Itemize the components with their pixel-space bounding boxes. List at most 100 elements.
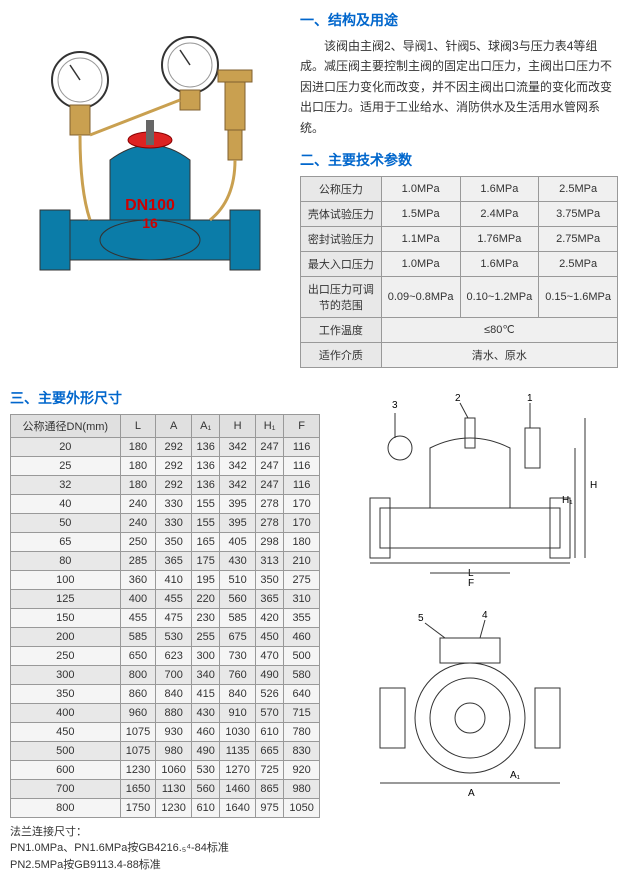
dim-cell: 455 — [156, 589, 192, 608]
dim-cell: 342 — [220, 456, 256, 475]
dim-cell: 880 — [156, 703, 192, 722]
dim-header: A₁ — [192, 414, 220, 437]
dim-cell: 610 — [192, 798, 220, 817]
dim-cell: 623 — [156, 646, 192, 665]
dimension-table: 公称通径DN(mm)LAA₁HH₁F 201802921363422471162… — [10, 414, 320, 818]
dim-cell: 300 — [192, 646, 220, 665]
dim-cell: 1050 — [284, 798, 320, 817]
dim-cell: 725 — [255, 760, 283, 779]
dim-cell: 170 — [284, 513, 320, 532]
dim-cell: 165 — [192, 532, 220, 551]
spec-cell: 清水、原水 — [381, 342, 617, 367]
dim-cell: 415 — [192, 684, 220, 703]
spec-cell: 1.5MPa — [381, 201, 460, 226]
dim-cell: 250 — [11, 646, 121, 665]
dim-cell: 292 — [156, 456, 192, 475]
svg-text:1: 1 — [527, 393, 533, 404]
dim-cell: 700 — [156, 665, 192, 684]
dim-cell: 830 — [284, 741, 320, 760]
dim-cell: 116 — [284, 456, 320, 475]
dim-cell: 292 — [156, 437, 192, 456]
dim-cell: 840 — [220, 684, 256, 703]
dim-cell: 530 — [192, 760, 220, 779]
dim-cell: 650 — [120, 646, 156, 665]
spec-cell: 1.6MPa — [460, 251, 539, 276]
spec-cell: 1.1MPa — [381, 226, 460, 251]
spec-table: 公称压力1.0MPa1.6MPa2.5MPa壳体试验压力1.5MPa2.4MPa… — [300, 176, 618, 368]
dim-cell: 155 — [192, 513, 220, 532]
dim-cell: 460 — [192, 722, 220, 741]
spec-cell: 3.75MPa — [539, 201, 618, 226]
svg-text:2: 2 — [455, 393, 461, 404]
dim-cell: 640 — [284, 684, 320, 703]
dim-cell: 1075 — [120, 722, 156, 741]
dim-cell: 500 — [11, 741, 121, 760]
dim-header: F — [284, 414, 320, 437]
dim-cell: 220 — [192, 589, 220, 608]
dim-cell: 230 — [192, 608, 220, 627]
dim-cell: 350 — [11, 684, 121, 703]
dim-header: H₁ — [255, 414, 283, 437]
spec-cell: 2.5MPa — [539, 251, 618, 276]
dim-cell: 430 — [220, 551, 256, 570]
dim-cell: 180 — [120, 437, 156, 456]
dim-cell: 1075 — [120, 741, 156, 760]
dim-cell: 1230 — [156, 798, 192, 817]
dim-cell: 840 — [156, 684, 192, 703]
dim-cell: 300 — [11, 665, 121, 684]
dim-cell: 116 — [284, 475, 320, 494]
product-marking: DN100 — [125, 197, 175, 214]
dim-cell: 80 — [11, 551, 121, 570]
dim-cell: 136 — [192, 475, 220, 494]
dim-cell: 125 — [11, 589, 121, 608]
dim-cell: 530 — [156, 627, 192, 646]
dim-cell: 1135 — [220, 741, 256, 760]
dim-header: L — [120, 414, 156, 437]
spec-label: 工作温度 — [301, 317, 382, 342]
svg-text:5: 5 — [418, 613, 424, 624]
dim-cell: 526 — [255, 684, 283, 703]
footnote: 法兰连接尺寸： PN1.0MPa、PN1.6MPa按GB4216.₅⁴-84标准… — [10, 824, 320, 874]
dim-cell: 155 — [192, 494, 220, 513]
dim-cell: 247 — [255, 475, 283, 494]
spec-cell: 1.6MPa — [460, 176, 539, 201]
dim-cell: 420 — [255, 608, 283, 627]
dim-cell: 455 — [120, 608, 156, 627]
dim-cell: 560 — [220, 589, 256, 608]
dim-cell: 920 — [284, 760, 320, 779]
dim-cell: 355 — [284, 608, 320, 627]
dim-cell: 342 — [220, 475, 256, 494]
dim-cell: 247 — [255, 456, 283, 475]
dim-cell: 600 — [11, 760, 121, 779]
dim-cell: 200 — [11, 627, 121, 646]
dim-cell: 405 — [220, 532, 256, 551]
diagram-1: 3 2 1 L F H H₁ — [330, 388, 610, 588]
svg-text:H: H — [590, 480, 597, 491]
spec-cell: 2.5MPa — [539, 176, 618, 201]
dim-cell: 240 — [120, 494, 156, 513]
dim-cell: 960 — [120, 703, 156, 722]
dim-cell: 610 — [255, 722, 283, 741]
dim-cell: 342 — [220, 437, 256, 456]
dim-cell: 136 — [192, 456, 220, 475]
dim-cell: 150 — [11, 608, 121, 627]
svg-text:H₁: H₁ — [562, 495, 573, 506]
dim-cell: 275 — [284, 570, 320, 589]
dim-cell: 860 — [120, 684, 156, 703]
spec-cell: 1.0MPa — [381, 251, 460, 276]
footnote-line3: PN2.5MPa按GB9113.4-88标准 — [10, 857, 320, 874]
dim-cell: 500 — [284, 646, 320, 665]
spec-cell: 0.09~0.8MPa — [381, 276, 460, 317]
dim-cell: 715 — [284, 703, 320, 722]
dim-cell: 475 — [156, 608, 192, 627]
dim-cell: 400 — [11, 703, 121, 722]
dim-cell: 400 — [120, 589, 156, 608]
dim-cell: 800 — [11, 798, 121, 817]
section1-text: 该阀由主阀2、导阀1、针阀5、球阀3与压力表4等组成。减压阀主要控制主阀的固定出… — [300, 36, 618, 138]
dim-cell: 298 — [255, 532, 283, 551]
dim-cell: 1750 — [120, 798, 156, 817]
spec-cell: 2.4MPa — [460, 201, 539, 226]
dim-cell: 910 — [220, 703, 256, 722]
dim-cell: 32 — [11, 475, 121, 494]
spec-cell: 1.76MPa — [460, 226, 539, 251]
